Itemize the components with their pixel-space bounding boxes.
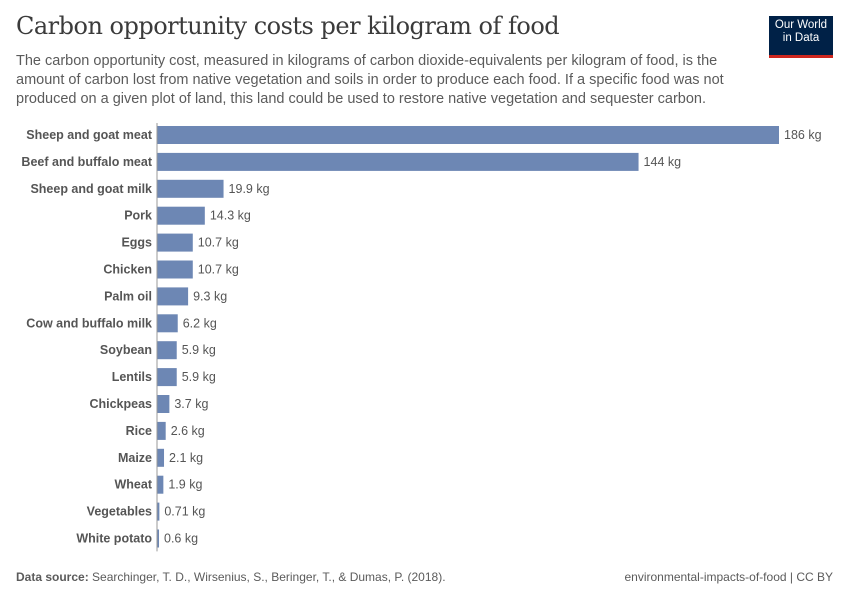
category-label: Lentils <box>112 370 152 384</box>
bar <box>157 368 177 387</box>
value-label: 0.6 kg <box>164 532 198 546</box>
value-label: 186 kg <box>784 128 822 142</box>
category-label: Eggs <box>121 236 152 250</box>
bar <box>157 448 165 467</box>
bar <box>157 152 639 171</box>
chart-title: Carbon opportunity costs per kilogram of… <box>16 12 560 40</box>
value-label: 2.6 kg <box>171 424 205 438</box>
value-label: 19.9 kg <box>229 182 270 196</box>
bar <box>157 395 170 413</box>
bar <box>157 529 160 548</box>
data-source-text[interactable]: Searchinger, T. D., Wirsenius, S., Berin… <box>88 570 446 584</box>
value-label: 5.9 kg <box>182 370 216 384</box>
category-label: Wheat <box>115 478 153 492</box>
bar <box>157 314 178 333</box>
logo-line-2: in Data <box>782 32 820 44</box>
category-label: White potato <box>76 532 152 546</box>
category-label: Maize <box>118 451 152 465</box>
bar <box>157 206 205 225</box>
category-label: Rice <box>126 424 152 438</box>
category-label: Palm oil <box>104 289 152 303</box>
category-label: Chicken <box>103 263 152 277</box>
value-label: 9.3 kg <box>193 289 227 303</box>
data-source-label: Data source: <box>16 570 89 584</box>
owid-logo[interactable]: Our World in Data <box>769 16 833 58</box>
category-label: Sheep and goat milk <box>30 182 152 196</box>
bar <box>157 502 160 521</box>
logo-line-1: Our World <box>774 19 828 31</box>
license-link[interactable]: environmental-impacts-of-food | CC BY <box>624 570 833 584</box>
value-label: 14.3 kg <box>210 209 251 223</box>
category-label: Chickpeas <box>89 397 152 411</box>
bar <box>157 475 164 494</box>
category-label: Beef and buffalo meat <box>21 155 152 169</box>
category-label: Sheep and goat meat <box>26 128 153 142</box>
bar <box>157 421 166 440</box>
value-label: 10.7 kg <box>198 263 239 277</box>
bar <box>157 287 189 306</box>
category-label: Cow and buffalo milk <box>26 316 152 330</box>
category-label: Vegetables <box>87 505 152 519</box>
value-label: 5.9 kg <box>182 343 216 357</box>
category-label: Soybean <box>100 343 152 357</box>
bar <box>157 341 177 360</box>
value-label: 2.1 kg <box>169 451 203 465</box>
bar <box>157 233 193 252</box>
value-label: 10.7 kg <box>198 236 239 250</box>
data-source: Data source: Searchinger, T. D., Wirseni… <box>16 570 446 584</box>
value-label: 3.7 kg <box>174 397 208 411</box>
value-label: 0.71 kg <box>164 505 205 519</box>
value-label: 6.2 kg <box>183 316 217 330</box>
bar <box>157 260 193 279</box>
bar <box>157 126 779 144</box>
value-label: 144 kg <box>644 155 682 169</box>
bar-chart: Sheep and goat meat 186 kg Beef and buffal… <box>21 123 822 552</box>
category-label: Pork <box>124 209 152 223</box>
value-label: 1.9 kg <box>168 478 202 492</box>
bar <box>157 179 224 198</box>
chart-subtitle: The carbon opportunity cost, measured in… <box>16 53 724 107</box>
